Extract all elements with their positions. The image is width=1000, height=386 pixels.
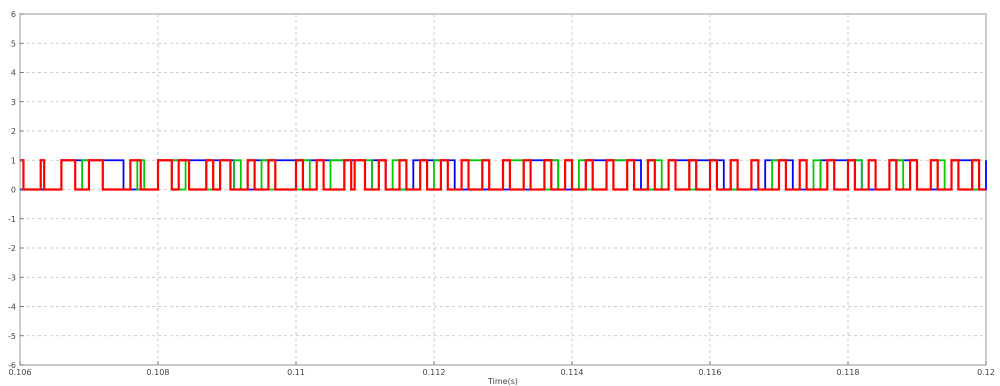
x-tick-label: 0.11 — [287, 368, 305, 377]
y-tick-label: 0 — [11, 186, 16, 195]
y-tick-label: -6 — [8, 361, 16, 370]
x-tick-label: 0.112 — [423, 368, 446, 377]
x-tick-label: 0.114 — [561, 368, 584, 377]
x-tick-label: 0.108 — [147, 368, 170, 377]
y-tick-label: -1 — [8, 215, 16, 224]
y-tick-label: 2 — [11, 127, 16, 136]
x-tick-label: 0.118 — [837, 368, 860, 377]
x-tick-label: 0.12 — [977, 368, 995, 377]
y-axis-ticks: 6 5 4 3 2 1 0 -1 -2 -3 -4 -5 -6 — [8, 10, 24, 370]
y-tick-label: 1 — [11, 156, 16, 165]
x-tick-label: 0.106 — [9, 368, 32, 377]
y-tick-label: -4 — [8, 303, 16, 312]
series-2-waveform — [20, 159, 986, 191]
y-tick-label: -2 — [8, 244, 16, 253]
series-layer — [20, 159, 987, 191]
y-tick-label: 6 — [11, 10, 16, 19]
y-tick-label: -5 — [8, 332, 16, 341]
y-tick-label: -3 — [8, 273, 16, 282]
x-axis-label: Time(s) — [487, 377, 518, 386]
y-tick-label: 5 — [11, 39, 16, 48]
y-tick-label: 4 — [11, 69, 16, 78]
y-tick-label: 3 — [11, 98, 16, 107]
x-axis-ticks: 0.106 0.108 0.11 0.112 0.114 0.116 0.118 0.12 — [9, 361, 995, 377]
x-tick-label: 0.116 — [699, 368, 722, 377]
